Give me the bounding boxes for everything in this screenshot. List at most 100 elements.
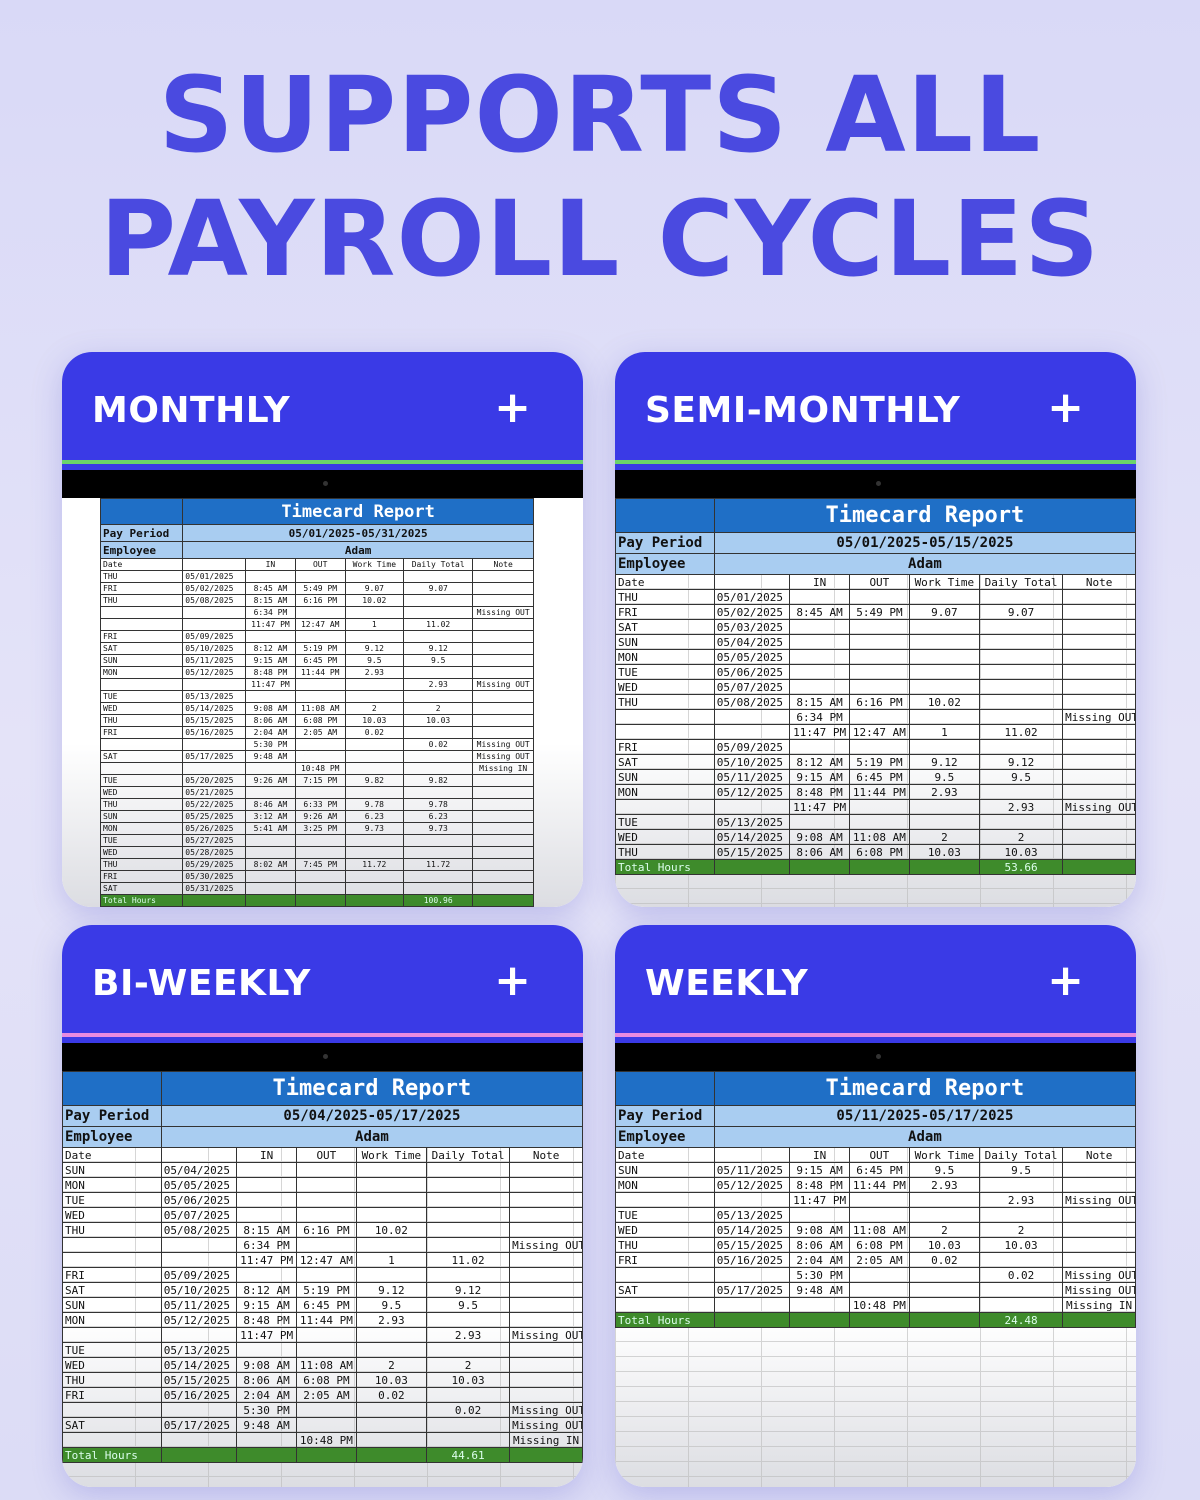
table-cell[interactable] [472,858,534,871]
table-cell[interactable]: 9.78 [344,798,405,811]
table-cell[interactable]: 10.02 [355,1222,427,1238]
table-cell[interactable] [472,774,534,787]
table-cell[interactable]: SUN [62,1297,162,1313]
table-cell[interactable] [403,834,474,847]
table-cell[interactable]: SUN [99,654,184,667]
table-cell[interactable]: 5:19 PM [294,642,346,655]
table-cell[interactable]: 12:47 AM [294,618,346,631]
plus-icon[interactable]: + [1047,955,1084,1006]
table-cell[interactable] [908,1207,980,1223]
table-cell[interactable] [978,679,1064,695]
table-cell[interactable] [472,702,534,715]
table-cell[interactable] [848,814,910,830]
table-cell[interactable]: WED [99,702,184,715]
table-cell[interactable]: 7:45 PM [294,858,346,871]
table-cell[interactable] [99,762,184,775]
table-cell[interactable]: 6:34 PM [789,709,850,725]
table-cell[interactable]: 05/02/2025 [713,604,791,620]
table-cell[interactable]: SAT [615,754,715,770]
table-cell[interactable]: 11:44 PM [295,1312,357,1328]
table-cell[interactable]: 05/04/2025 [713,634,791,650]
table-cell[interactable] [978,1282,1064,1298]
table-cell[interactable] [295,1207,357,1223]
table-cell[interactable]: 9.12 [908,754,980,770]
table-cell[interactable]: 8:48 PM [789,784,850,800]
table-cell[interactable] [62,1237,162,1253]
table-cell[interactable] [403,690,474,703]
table-cell[interactable]: 8:15 AM [789,694,850,710]
table-cell[interactable]: FRI [615,604,715,620]
table-cell[interactable] [509,1192,583,1208]
table-cell[interactable] [848,589,910,605]
table-cell[interactable]: 0.02 [908,1252,980,1268]
table-cell[interactable]: 12:47 AM [295,1252,357,1268]
table-cell[interactable]: 9.5 [355,1297,427,1313]
table-cell[interactable]: 10.03 [344,714,405,727]
table-cell[interactable]: FRI [99,582,184,595]
table-cell[interactable] [355,1237,427,1253]
table-cell[interactable] [344,738,405,751]
table-cell[interactable] [789,619,850,635]
table-cell[interactable] [848,739,910,755]
table-cell[interactable] [182,618,247,631]
table-cell[interactable]: 8:48 PM [236,1312,297,1328]
table-cell[interactable] [472,834,534,847]
table-cell[interactable]: 05/22/2025 [182,798,247,811]
table-cell[interactable] [615,724,715,740]
table-cell[interactable]: 05/07/2025 [160,1207,238,1223]
table-cell[interactable] [160,1252,238,1268]
table-cell[interactable] [848,1282,910,1298]
table-cell[interactable]: TUE [99,690,184,703]
table-cell[interactable] [1062,604,1136,620]
table-cell[interactable] [472,726,534,739]
table-cell[interactable]: SUN [615,634,715,650]
table-cell[interactable] [789,589,850,605]
table-cell[interactable]: 2:05 AM [295,1387,357,1403]
table-cell[interactable]: 9.12 [978,754,1064,770]
table-cell[interactable]: THU [615,694,715,710]
table-cell[interactable] [978,664,1064,680]
table-cell[interactable] [245,570,296,583]
table-cell[interactable] [713,799,791,815]
table-cell[interactable]: 9.82 [403,774,474,787]
table-cell[interactable]: 05/13/2025 [713,814,791,830]
table-cell[interactable] [425,1207,511,1223]
table-cell[interactable]: 6:34 PM [245,606,296,619]
table-cell[interactable]: WED [615,829,715,845]
table-cell[interactable] [62,1402,162,1418]
table-cell[interactable]: Missing OUT [1062,1282,1136,1298]
table-cell[interactable]: Missing OUT [472,606,534,619]
table-cell[interactable]: 11.02 [403,618,474,631]
table-cell[interactable]: 5:30 PM [236,1402,297,1418]
table-cell[interactable]: 05/11/2025 [160,1297,238,1313]
table-cell[interactable]: 6:08 PM [848,844,910,860]
table-cell[interactable]: Missing OUT [509,1327,583,1343]
table-cell[interactable]: TUE [615,1207,715,1223]
table-cell[interactable] [425,1177,511,1193]
table-cell[interactable]: 1 [908,724,980,740]
table-cell[interactable] [425,1387,511,1403]
table-cell[interactable] [403,750,474,763]
table-cell[interactable]: MON [615,649,715,665]
table-cell[interactable] [1062,784,1136,800]
table-cell[interactable]: 9:08 AM [789,829,850,845]
table-cell[interactable] [472,666,534,679]
table-cell[interactable] [425,1162,511,1178]
table-cell[interactable]: WED [62,1207,162,1223]
table-cell[interactable] [425,1237,511,1253]
table-cell[interactable] [99,738,184,751]
table-cell[interactable]: 9:48 AM [236,1417,297,1433]
table-cell[interactable]: 05/04/2025 [160,1162,238,1178]
table-cell[interactable] [908,1297,980,1313]
table-cell[interactable] [978,1297,1064,1313]
table-cell[interactable] [403,666,474,679]
table-cell[interactable]: TUE [99,774,184,787]
table-cell[interactable]: 05/12/2025 [713,1177,791,1193]
table-cell[interactable]: SAT [62,1282,162,1298]
table-cell[interactable] [1062,1222,1136,1238]
table-cell[interactable]: 5:30 PM [789,1267,850,1283]
table-cell[interactable]: 9:48 AM [789,1282,850,1298]
table-cell[interactable] [509,1282,583,1298]
table-cell[interactable]: THU [99,594,184,607]
table-cell[interactable] [848,619,910,635]
